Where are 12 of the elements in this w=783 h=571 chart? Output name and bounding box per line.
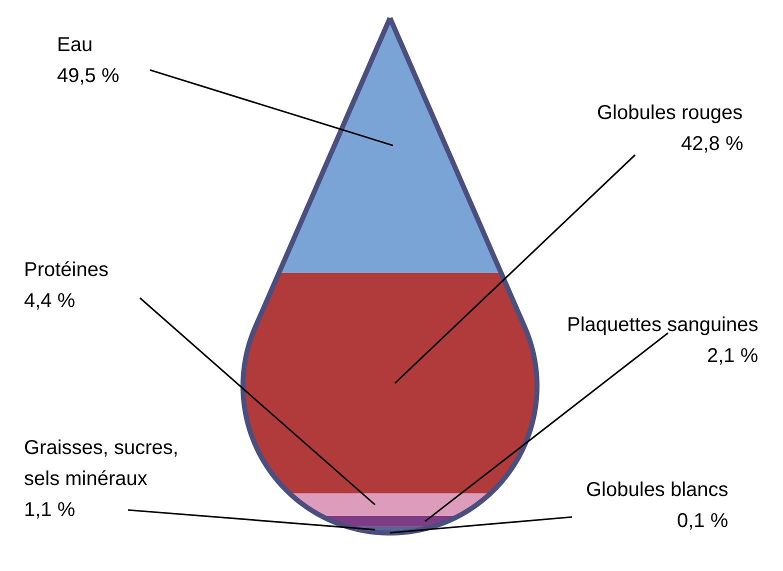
data-label: 2,1 % bbox=[707, 345, 758, 367]
data-label: 49,5 % bbox=[57, 65, 120, 87]
data-label: 1,1 % bbox=[24, 499, 76, 521]
category-label: Globules blancs bbox=[586, 479, 728, 501]
category-label: Eau bbox=[57, 34, 93, 56]
category-label: Graisses, sucres, sels minéraux bbox=[24, 437, 178, 490]
category-label: Globules rouges bbox=[597, 102, 743, 124]
data-label: 4,4 % bbox=[24, 290, 76, 312]
data-label: 42,8 % bbox=[681, 133, 744, 155]
category-label: Protéines bbox=[24, 259, 108, 281]
category-label: Plaquettes sanguines bbox=[567, 314, 758, 336]
data-label: 0,1 % bbox=[677, 510, 728, 532]
